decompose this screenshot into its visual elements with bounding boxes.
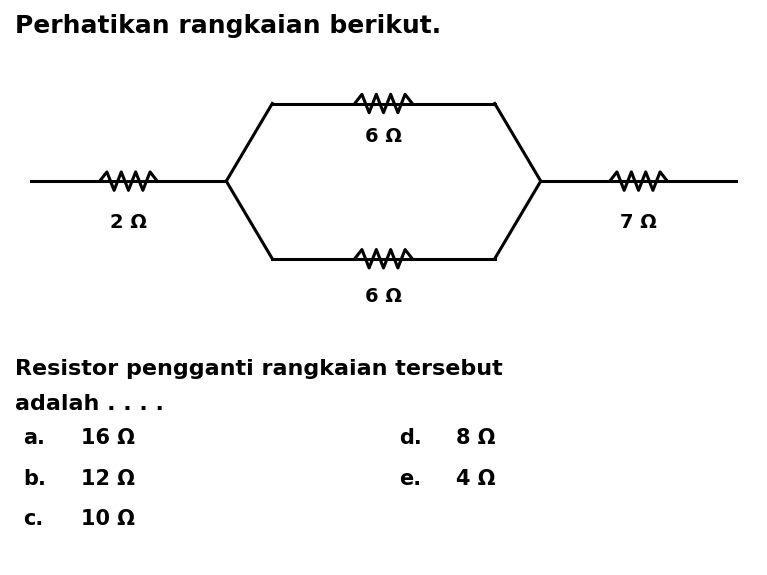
Text: a.: a.: [23, 428, 45, 448]
Text: d.: d.: [399, 428, 422, 448]
Text: adalah . . . .: adalah . . . .: [15, 394, 164, 414]
Text: 7 Ω: 7 Ω: [621, 213, 657, 232]
Text: 10 Ω: 10 Ω: [81, 509, 134, 529]
Text: 16 Ω: 16 Ω: [81, 428, 134, 448]
Text: 4 Ω: 4 Ω: [456, 469, 495, 489]
Text: 6 Ω: 6 Ω: [365, 288, 402, 306]
Text: 6 Ω: 6 Ω: [365, 126, 402, 145]
Text: c.: c.: [23, 509, 43, 529]
Text: 12 Ω: 12 Ω: [81, 469, 134, 489]
Text: Resistor pengganti rangkaian tersebut: Resistor pengganti rangkaian tersebut: [15, 359, 503, 380]
Text: b.: b.: [23, 469, 46, 489]
Text: 8 Ω: 8 Ω: [456, 428, 495, 448]
Text: Perhatikan rangkaian berikut.: Perhatikan rangkaian berikut.: [15, 14, 442, 39]
Text: e.: e.: [399, 469, 421, 489]
Text: 2 Ω: 2 Ω: [110, 213, 147, 232]
